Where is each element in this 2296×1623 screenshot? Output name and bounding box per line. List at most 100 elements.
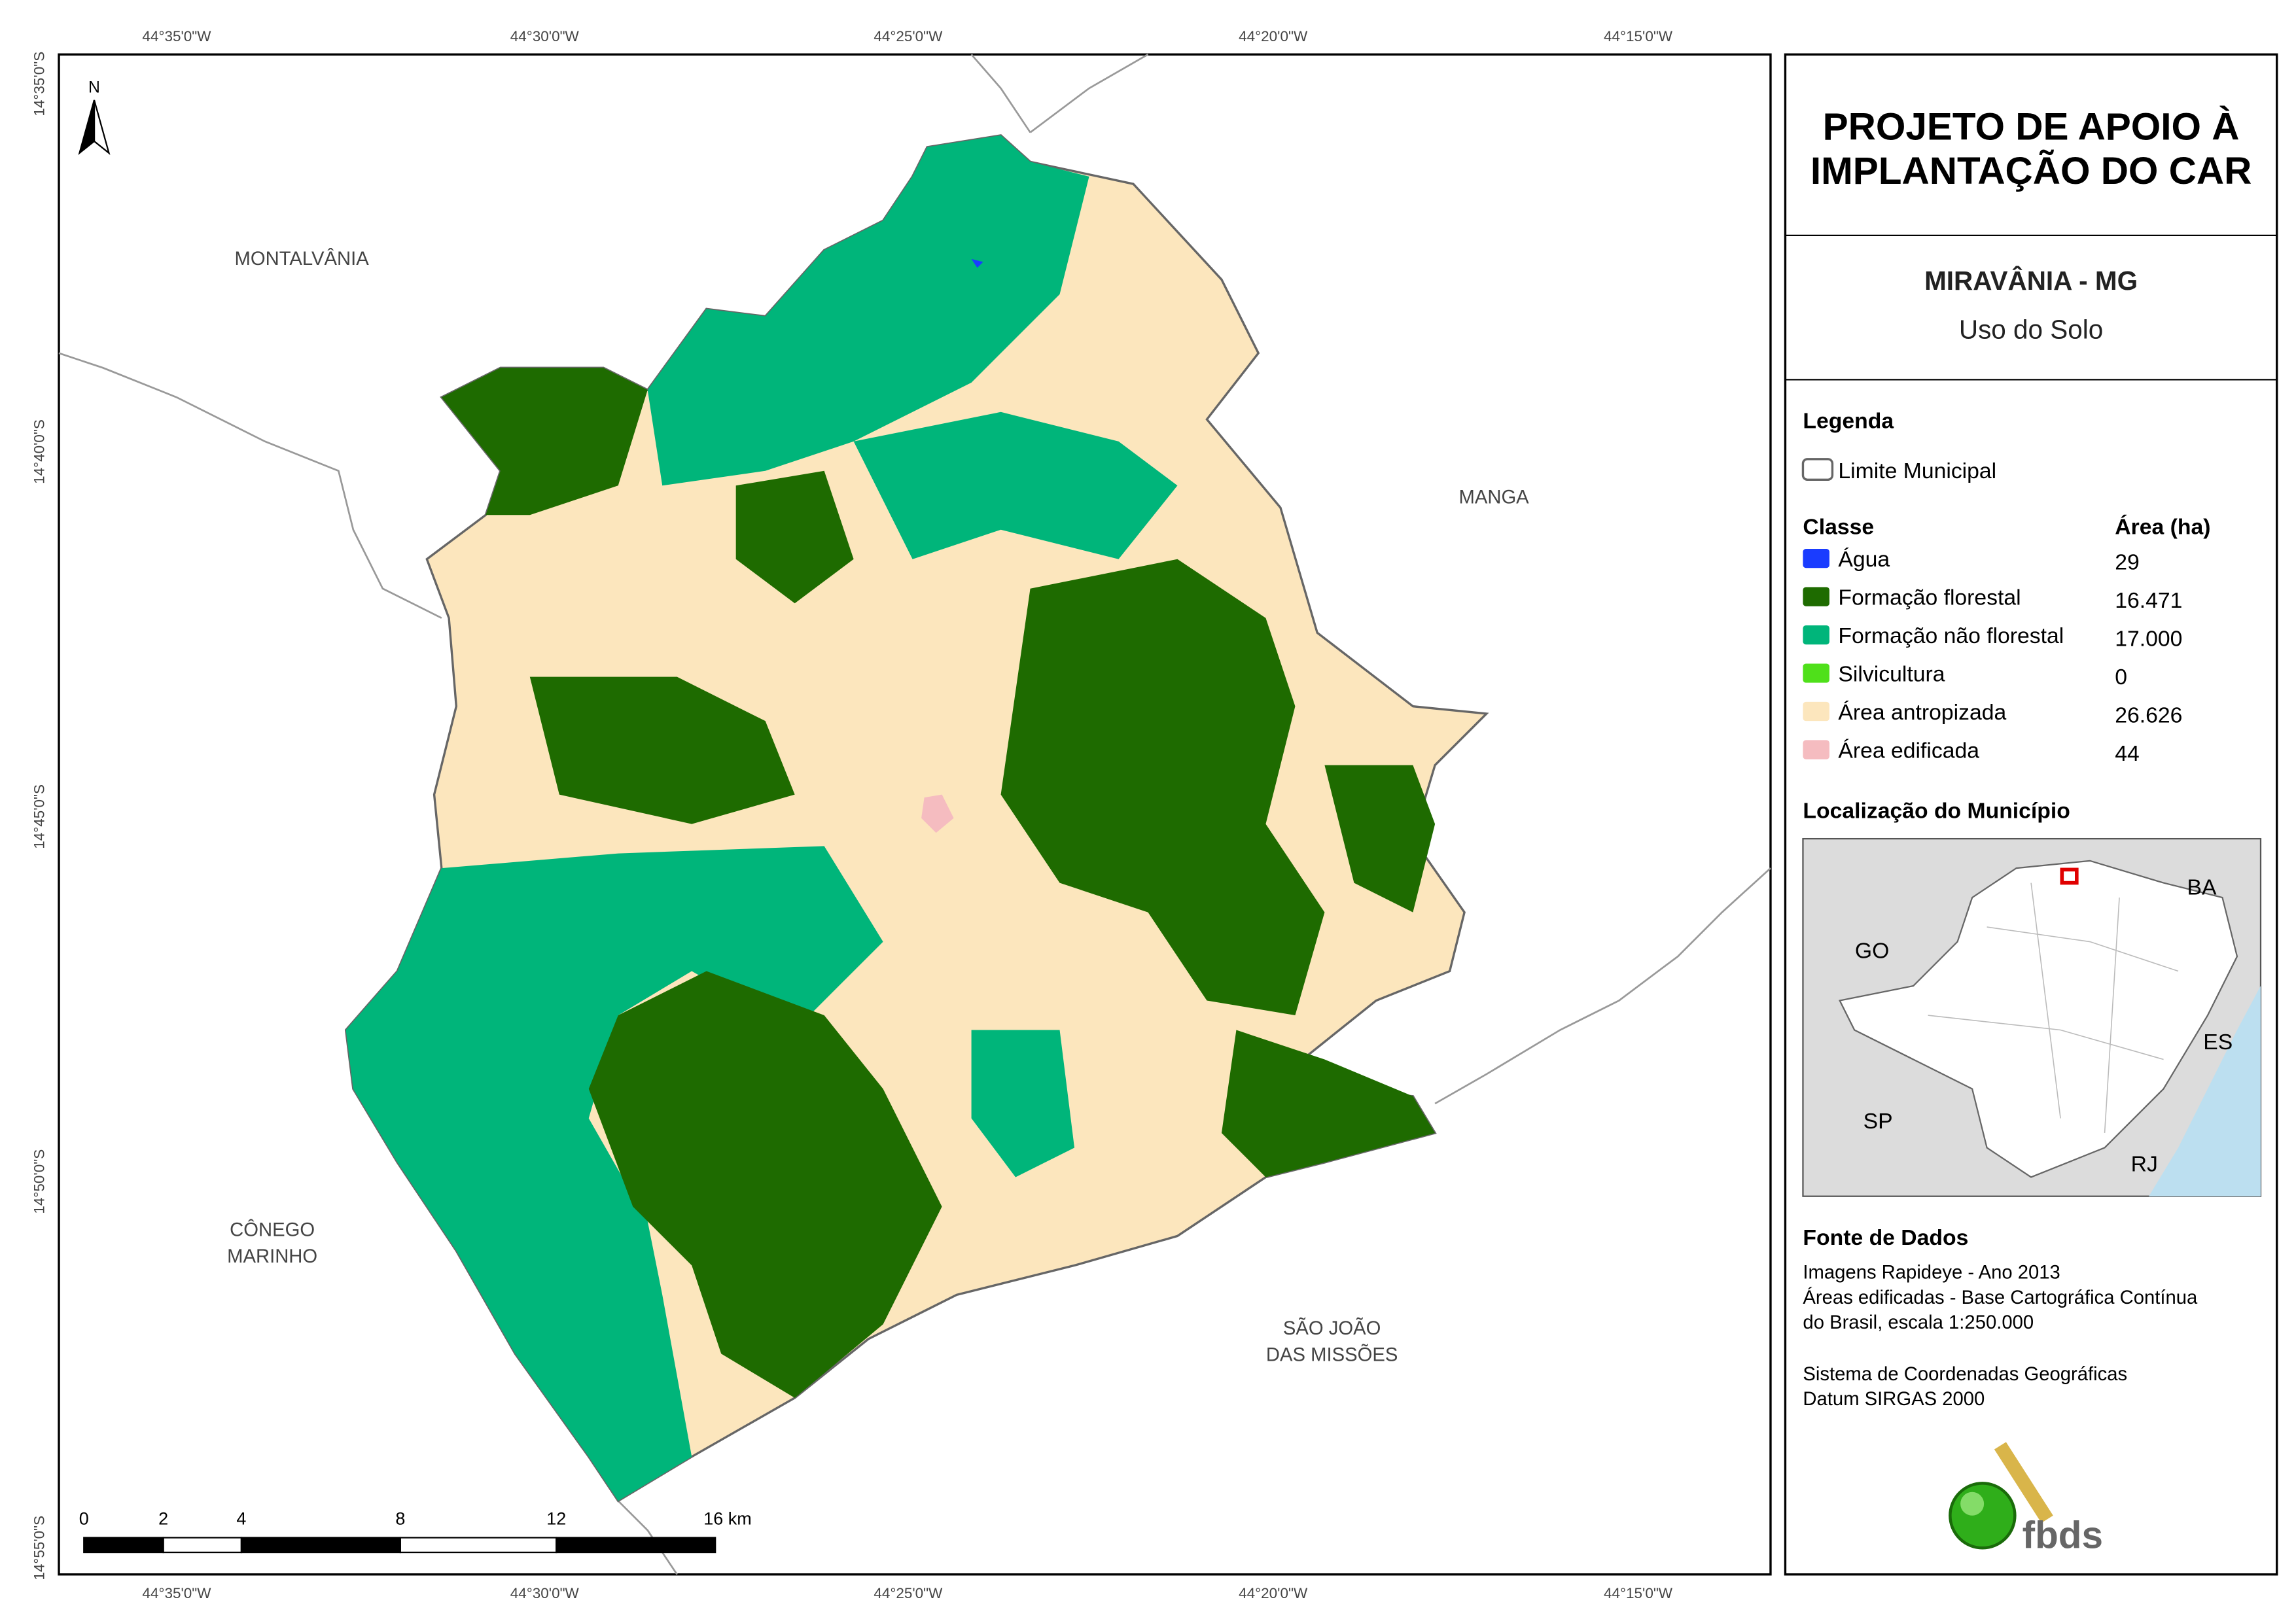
source-line: Áreas edificadas - Base Cartográfica Con…	[1803, 1287, 2198, 1308]
patch	[921, 794, 954, 833]
patch	[588, 971, 942, 1398]
longitude-label: 44°20'0"W	[1239, 28, 1308, 44]
legend-area: 17.000	[2115, 626, 2182, 651]
place-name: MANGA	[1458, 487, 1529, 508]
location-marker	[2060, 867, 2079, 885]
north-arrow: N	[78, 79, 111, 155]
sources-heading: Fonte de Dados	[1803, 1225, 1968, 1250]
source-line: Imagens Rapideye - Ano 2013	[1803, 1263, 2060, 1283]
state-label: ES	[2203, 1030, 2233, 1055]
legend-swatch	[1803, 548, 1829, 568]
ocean	[2149, 986, 2261, 1196]
patch	[971, 1030, 1075, 1178]
legend-label: Área edificada	[1838, 738, 1979, 763]
longitude-label: 44°30'0"W	[510, 1585, 580, 1601]
legend-area: 0	[2115, 665, 2127, 689]
logo: fbds	[1949, 1442, 2103, 1556]
place-name: SÃO JOÃO	[1283, 1317, 1381, 1339]
state-label: RJ	[2131, 1151, 2158, 1176]
legend-area: 26.626	[2115, 703, 2182, 727]
scale-label: 8	[395, 1509, 405, 1528]
north-arrow-half	[78, 99, 96, 155]
neighbour-boundaries	[58, 54, 1771, 1575]
scale-segment	[162, 1537, 243, 1554]
area-heading: Área (ha)	[2115, 515, 2210, 540]
patch	[1000, 559, 1325, 1016]
scale-bar: 0 2 4 8 12 16 km	[79, 1509, 752, 1554]
municipal-lines	[1928, 882, 2179, 1134]
place-name: MARINHO	[227, 1246, 317, 1267]
boundary-swatch	[1801, 458, 1834, 481]
class-heading: Classe	[1803, 515, 1874, 540]
longitude-label: 44°35'0"W	[142, 1585, 211, 1601]
boundary-line	[1434, 867, 1771, 1105]
boundary-line	[1029, 54, 1149, 133]
longitude-label: 44°25'0"W	[874, 1585, 943, 1601]
legend-rows: Água 29 Formação florestal 16.471 Formação n…	[1803, 547, 2182, 766]
scale-segment	[399, 1537, 557, 1554]
latitude-label: 14°40'0"S	[31, 419, 48, 484]
scale-label: 2	[158, 1509, 168, 1528]
place-name: DAS MISSÕES	[1266, 1344, 1398, 1366]
legend-label: Área antropizada	[1838, 700, 2006, 725]
source-line: do Brasil, escala 1:250.000	[1803, 1312, 2034, 1333]
panel-title: IMPLANTAÇÃO DO CAR	[1810, 149, 2252, 192]
patch	[441, 368, 648, 515]
panel-title: PROJETO DE APOIO À	[1823, 105, 2240, 148]
latitude-label: 14°50'0"S	[31, 1149, 48, 1214]
patch	[1221, 1030, 1436, 1178]
patch	[853, 411, 1178, 559]
latitude-label: 14°35'0"S	[31, 52, 48, 116]
scale-label: 0	[79, 1509, 89, 1528]
source-line: Sistema de Coordenadas Geográficas	[1803, 1364, 2127, 1385]
legend-area: 29	[2115, 550, 2140, 574]
longitude-label: 44°15'0"W	[1604, 28, 1673, 44]
legend-label: Limite Municipal	[1838, 459, 1996, 483]
legend-heading: Legenda	[1803, 409, 1894, 434]
scale-label: 12	[546, 1509, 566, 1528]
longitude-label: 44°25'0"W	[874, 28, 943, 44]
state-outline	[1839, 860, 2238, 1178]
scale-label: 4	[236, 1509, 246, 1528]
legend-area: 44	[2115, 741, 2140, 766]
boundary-line	[58, 352, 442, 619]
municipality-name: MIRAVÂNIA - MG	[1924, 266, 2138, 296]
legend-swatch	[1803, 625, 1829, 645]
patch	[971, 258, 983, 268]
latitude-label: 14°55'0"S	[31, 1516, 48, 1580]
logo-highlight	[1960, 1492, 1985, 1516]
legend-label: Formação florestal	[1838, 585, 2021, 610]
state-label: BA	[2187, 875, 2217, 900]
graticule-labels: 44°35'0"W 44°30'0"W 44°25'0"W 44°20'0"W …	[31, 28, 1673, 1601]
north-label: N	[88, 79, 100, 97]
panel-frame	[1784, 53, 2278, 1576]
legend-swatch	[1803, 701, 1829, 722]
state-label: SP	[1863, 1109, 1893, 1134]
patch	[1324, 765, 1436, 913]
place-name: CÔNEGO	[230, 1218, 315, 1240]
scale-label: 16 km	[703, 1509, 751, 1528]
logo-text: fbds	[2022, 1514, 2103, 1556]
source-line: Datum SIRGAS 2000	[1803, 1389, 1985, 1410]
logo-bar	[1994, 1442, 2053, 1524]
boundary-line	[970, 54, 1031, 133]
patch	[529, 676, 795, 824]
latitude-label: 14°45'0"S	[31, 784, 48, 849]
map-theme: Uso do Solo	[1959, 314, 2103, 344]
logo-circle	[1949, 1482, 2017, 1550]
state-label: GO	[1855, 938, 1889, 963]
place-name: MONTALVÂNIA	[235, 248, 370, 270]
scale-segment	[83, 1537, 164, 1554]
legend-label: Água	[1838, 547, 1890, 572]
land-use-patches	[345, 135, 1436, 1501]
location-heading: Localização do Município	[1803, 799, 2070, 824]
patch	[647, 135, 1089, 486]
legend-swatch	[1803, 587, 1829, 606]
longitude-label: 44°20'0"W	[1239, 1585, 1308, 1601]
patch	[735, 470, 854, 604]
legend-label: Formação não florestal	[1838, 623, 2064, 648]
legend-area: 16.471	[2115, 588, 2182, 613]
